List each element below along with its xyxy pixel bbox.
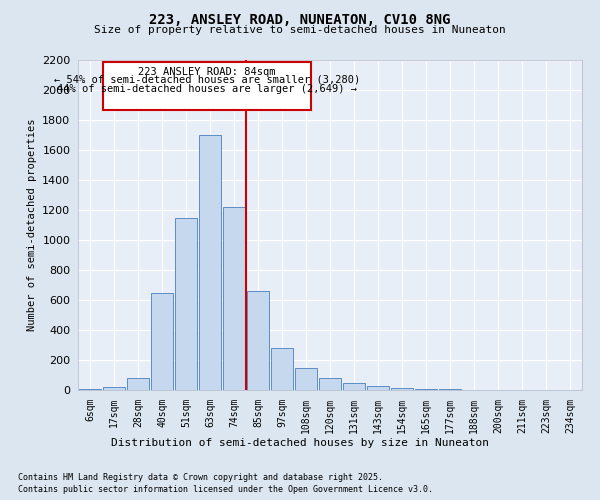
Bar: [199, 135, 221, 390]
Bar: [319, 378, 341, 390]
Bar: [271, 348, 293, 390]
Bar: [295, 368, 317, 390]
Text: Size of property relative to semi-detached houses in Nuneaton: Size of property relative to semi-detach…: [94, 25, 506, 35]
Text: 223 ANSLEY ROAD: 84sqm: 223 ANSLEY ROAD: 84sqm: [138, 66, 276, 76]
Text: 44% of semi-detached houses are larger (2,649) →: 44% of semi-detached houses are larger (…: [57, 84, 357, 94]
Text: Distribution of semi-detached houses by size in Nuneaton: Distribution of semi-detached houses by …: [111, 438, 489, 448]
Bar: [79, 388, 101, 390]
Bar: [343, 382, 365, 390]
Bar: [415, 388, 437, 390]
Bar: [175, 218, 197, 390]
Bar: [439, 389, 461, 390]
Bar: [103, 62, 311, 110]
Bar: [151, 292, 173, 390]
Y-axis label: Number of semi-detached properties: Number of semi-detached properties: [26, 118, 37, 331]
Text: 223, ANSLEY ROAD, NUNEATON, CV10 8NG: 223, ANSLEY ROAD, NUNEATON, CV10 8NG: [149, 12, 451, 26]
Bar: [127, 378, 149, 390]
Bar: [103, 387, 125, 390]
Text: ← 54% of semi-detached houses are smaller (3,280): ← 54% of semi-detached houses are smalle…: [54, 75, 360, 85]
Bar: [247, 291, 269, 390]
Text: Contains HM Land Registry data © Crown copyright and database right 2025.: Contains HM Land Registry data © Crown c…: [18, 472, 383, 482]
Bar: [223, 207, 245, 390]
Text: Contains public sector information licensed under the Open Government Licence v3: Contains public sector information licen…: [18, 485, 433, 494]
Bar: [391, 388, 413, 390]
Bar: [367, 386, 389, 390]
